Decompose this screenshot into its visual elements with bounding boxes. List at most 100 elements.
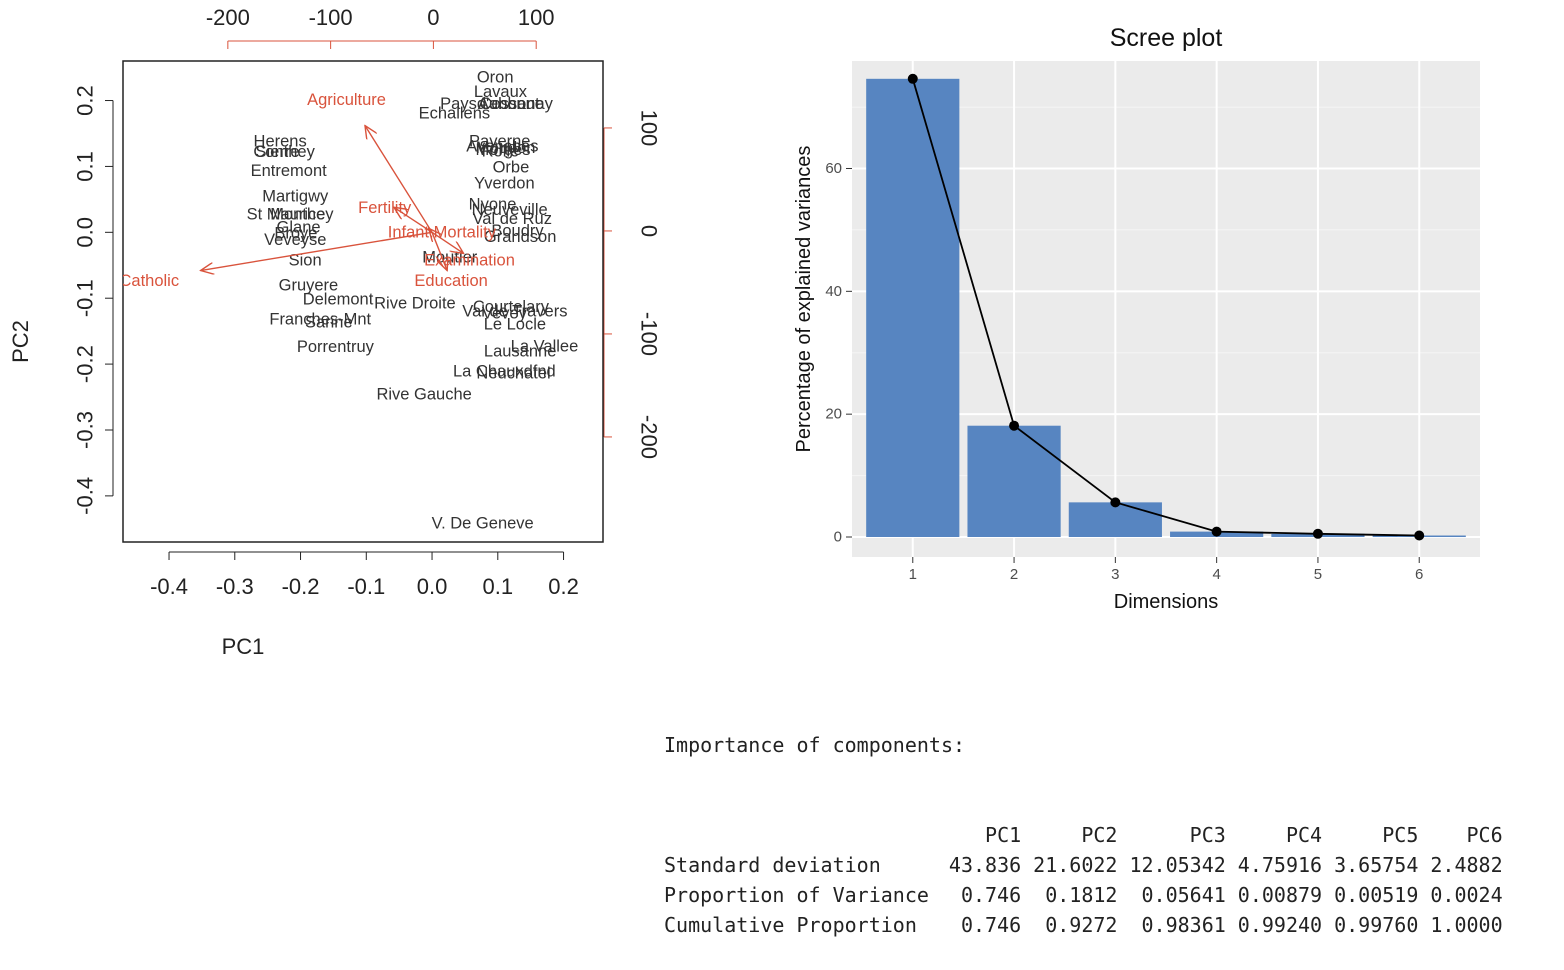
scree-x-tick-label: 2 [1010, 566, 1018, 583]
loading-arrow [394, 207, 433, 233]
scree-y-tick-label: 60 [825, 160, 842, 177]
loading-label: Examination [424, 252, 515, 270]
summary-cell: 0.99240 [1237, 913, 1323, 937]
observation-label: Franches-Mnt [269, 310, 371, 328]
chart-canvas: -0.4 -0.3 -0.2 -0.1 0.0 0.1 0.2 PC1 -0.4 -0.3 -0.2… [8, 5, 1480, 659]
biplot-frame [122, 60, 604, 543]
loading-label: Education [414, 272, 487, 290]
observation-label: Nyone [469, 196, 517, 214]
right-tick-label: -100 [637, 312, 662, 356]
observation-label: Val de Travers [462, 302, 567, 320]
biplot-plot-area: OronLavauxPaysd'enhautAubonneCossonayEch… [119, 68, 579, 533]
x-tick-label: -0.4 [150, 574, 188, 599]
summary-row-proportion: Proportion of Variance 0.746 0.1812 0.05… [664, 880, 1503, 910]
summary-col-header: PC6 [1466, 823, 1503, 847]
top-tick-label: -100 [309, 5, 353, 30]
summary-table: PC1 PC2 PC3 PC4 PC5 PC6 Standard deviati… [664, 820, 1503, 940]
scree-y-tick-label: 40 [825, 283, 842, 300]
y-tick-label: -0.1 [73, 279, 98, 317]
observation-label: Payerne [469, 132, 530, 150]
observation-label: Neuchatel [476, 364, 550, 382]
scree-y-tick-label: 20 [825, 406, 842, 423]
summary-cell: 0.05641 [1141, 883, 1226, 907]
observation-label: Veveyse [264, 231, 326, 249]
x-axis-label: PC1 [222, 634, 265, 659]
scree-plot-chart: 0 20 40 60 1 2 3 4 5 6 Scree plot Dimensions Percent… [793, 24, 1480, 613]
y-tick-label: -0.2 [73, 345, 98, 383]
summary-cell: 2.4882 [1430, 853, 1503, 877]
observation-label: La Vallee [511, 337, 579, 355]
observation-label: Moudon [476, 139, 536, 157]
observation-label: Vevey [482, 304, 528, 322]
x-tick-label: -0.1 [347, 574, 385, 599]
scree-x-tick-label: 1 [909, 566, 917, 583]
scree-x-tick-label: 4 [1212, 566, 1220, 583]
right-tick-label: 0 [637, 225, 662, 237]
observation-label: Boudry [491, 222, 544, 240]
loading-label: Catholic [119, 272, 179, 290]
observation-label: Avenches [466, 138, 538, 156]
scree-x-tick-label: 3 [1111, 566, 1119, 583]
summary-cell: 12.05342 [1129, 853, 1226, 877]
scree-bar [866, 78, 960, 537]
summary-col-header: PC2 [1081, 823, 1118, 847]
observation-label: Porrentruy [297, 338, 375, 356]
observation-label: Neuveville [472, 201, 548, 219]
observation-label: Rive Gauche [376, 385, 471, 403]
observation-label: Gruyere [279, 277, 339, 295]
scree-y-tick-label: 0 [834, 529, 842, 546]
x-tick-label: 0.0 [417, 574, 448, 599]
y-tick-label: 0.1 [73, 151, 98, 182]
observation-label: Herens [254, 132, 307, 150]
scree-point [1211, 526, 1222, 537]
observation-label: Monthey [270, 206, 334, 224]
y-axis-label: PC2 [8, 320, 33, 363]
observation-label: Grandson [484, 228, 556, 246]
scree-point [1110, 497, 1121, 508]
observation-label: Le Locle [484, 316, 546, 334]
summary-col-header: PC5 [1382, 823, 1419, 847]
loading-arrow [365, 126, 433, 233]
observation-label: Delemont [303, 291, 374, 309]
observation-label: St Maurice [247, 206, 326, 224]
loading-label: Fertility [358, 199, 412, 217]
y-tick-label: -0.3 [73, 411, 98, 449]
observation-label: Courtelary [473, 298, 550, 316]
summary-cell: 0.00519 [1334, 883, 1419, 907]
summary-header-row: PC1 PC2 PC3 PC4 PC5 PC6 [664, 820, 1503, 850]
scree-title: Scree plot [1110, 24, 1223, 52]
top-tick-label: 100 [518, 5, 555, 30]
summary-cell: 21.6022 [1033, 853, 1118, 877]
observation-label: Sion [289, 252, 322, 270]
top-tick-label: -200 [206, 5, 250, 30]
observation-label: Glane [277, 219, 321, 237]
summary-row-label: Cumulative Proportion [664, 913, 917, 937]
summary-cell: 1.0000 [1430, 913, 1503, 937]
loading-arrow [201, 231, 433, 270]
y-tick-label: 0.0 [73, 217, 98, 248]
y-tick-label: 0.2 [73, 85, 98, 116]
observation-label: Entremont [251, 162, 328, 180]
observation-label: Martigwy [262, 188, 329, 206]
summary-corner [664, 820, 937, 850]
observation-label: V. De Geneve [432, 515, 534, 533]
top-tick-label: 0 [427, 5, 439, 30]
observation-label: Morges [476, 141, 531, 159]
summary-cell: 0.9272 [1045, 913, 1118, 937]
summary-cell: 0.746 [960, 913, 1022, 937]
scree-x-tick-label: 6 [1415, 566, 1423, 583]
summary-col-header: PC3 [1189, 823, 1226, 847]
observation-label: Rive Droite [374, 294, 456, 312]
summary-row-label: Proportion of Variance [664, 883, 929, 907]
observation-label: Conthey [253, 143, 315, 161]
observation-label: Broye [274, 225, 317, 243]
summary-cell: 4.75916 [1237, 853, 1323, 877]
summary-col-header: PC4 [1285, 823, 1323, 847]
summary-cell: 0.746 [960, 883, 1022, 907]
x-tick-label: -0.3 [216, 574, 254, 599]
summary-row-label: Standard deviation [664, 853, 881, 877]
observation-label: La Chauxdfnd [453, 362, 556, 380]
loading-label: Agriculture [307, 91, 386, 109]
observation-label: Yverdon [474, 175, 535, 193]
right-tick-label: 100 [637, 110, 662, 147]
